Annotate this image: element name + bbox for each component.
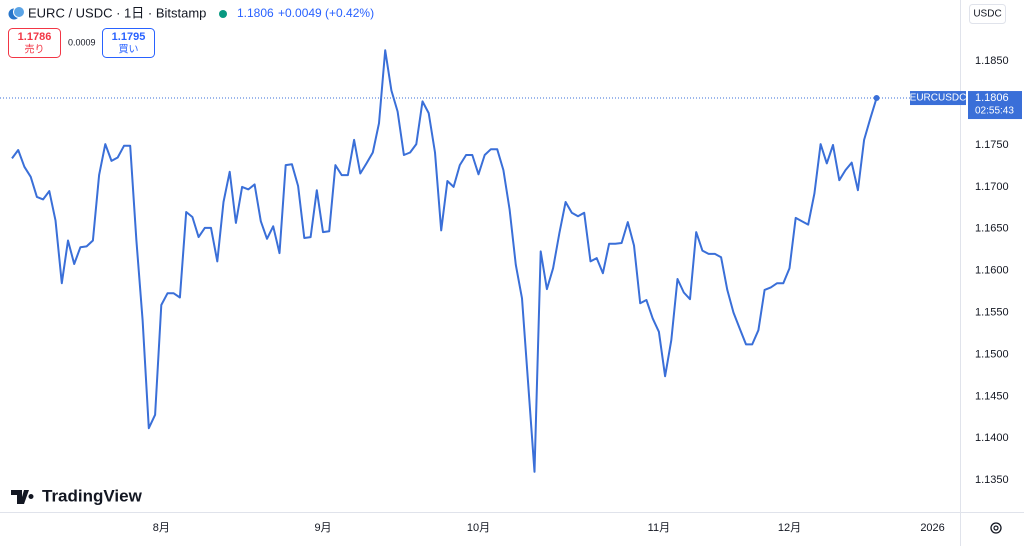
currency: USDC: [973, 9, 1001, 20]
buy-button[interactable]: [102, 28, 155, 58]
brand-logo: [11, 490, 34, 504]
price-tag: [968, 91, 1022, 120]
x-tick-label: 2026: [920, 522, 944, 534]
currency-button[interactable]: [969, 4, 1006, 24]
y-tick-label: 1.1400: [975, 432, 1009, 444]
y-tick-label: 1.1550: [975, 306, 1009, 318]
market-status: [219, 10, 227, 18]
y-tick-label: 1.1450: [975, 390, 1009, 402]
sell-label: 売り: [25, 43, 45, 56]
y-tick-label: 1.1650: [975, 223, 1009, 235]
y-tick-label: 1.1600: [975, 265, 1009, 277]
sell-button[interactable]: [8, 28, 61, 58]
y-tick-label: 1.1750: [975, 139, 1009, 151]
y-tick-label: 1.1850: [975, 55, 1009, 67]
buy-price: 1.1795: [112, 31, 146, 43]
spread: 0.0009: [68, 37, 96, 47]
price-tag-value: 1.1806: [975, 92, 1009, 104]
symbol-title: EURC / USDC · 1日 · Bitstamp: [28, 5, 206, 20]
y-tick-label: 1.1500: [975, 348, 1009, 360]
sell-price: 1.1786: [18, 31, 52, 43]
symbol-icon: [8, 6, 25, 20]
x-tick-label: 12月: [778, 522, 801, 534]
x-tick-label: 9月: [314, 522, 331, 534]
brand-name: TradingView: [42, 486, 143, 505]
settings-icon[interactable]: [990, 522, 1002, 534]
series-tag: [910, 91, 966, 106]
x-tick-label: 11月: [648, 522, 670, 534]
price-change: +0.0049 (+0.42%): [278, 6, 374, 20]
series-line: [11, 49, 878, 473]
countdown: 02:55:43: [975, 106, 1014, 117]
y-tick-label: 1.1700: [975, 181, 1009, 193]
series-name: EURCUSDC: [910, 93, 967, 104]
last-point: [873, 95, 880, 102]
last-price: 1.1806: [237, 6, 274, 20]
buy-label: 買い: [119, 44, 139, 56]
y-tick-label: 1.1350: [975, 474, 1009, 486]
x-tick-label: 8月: [153, 522, 170, 534]
x-tick-label: 10月: [467, 522, 490, 534]
